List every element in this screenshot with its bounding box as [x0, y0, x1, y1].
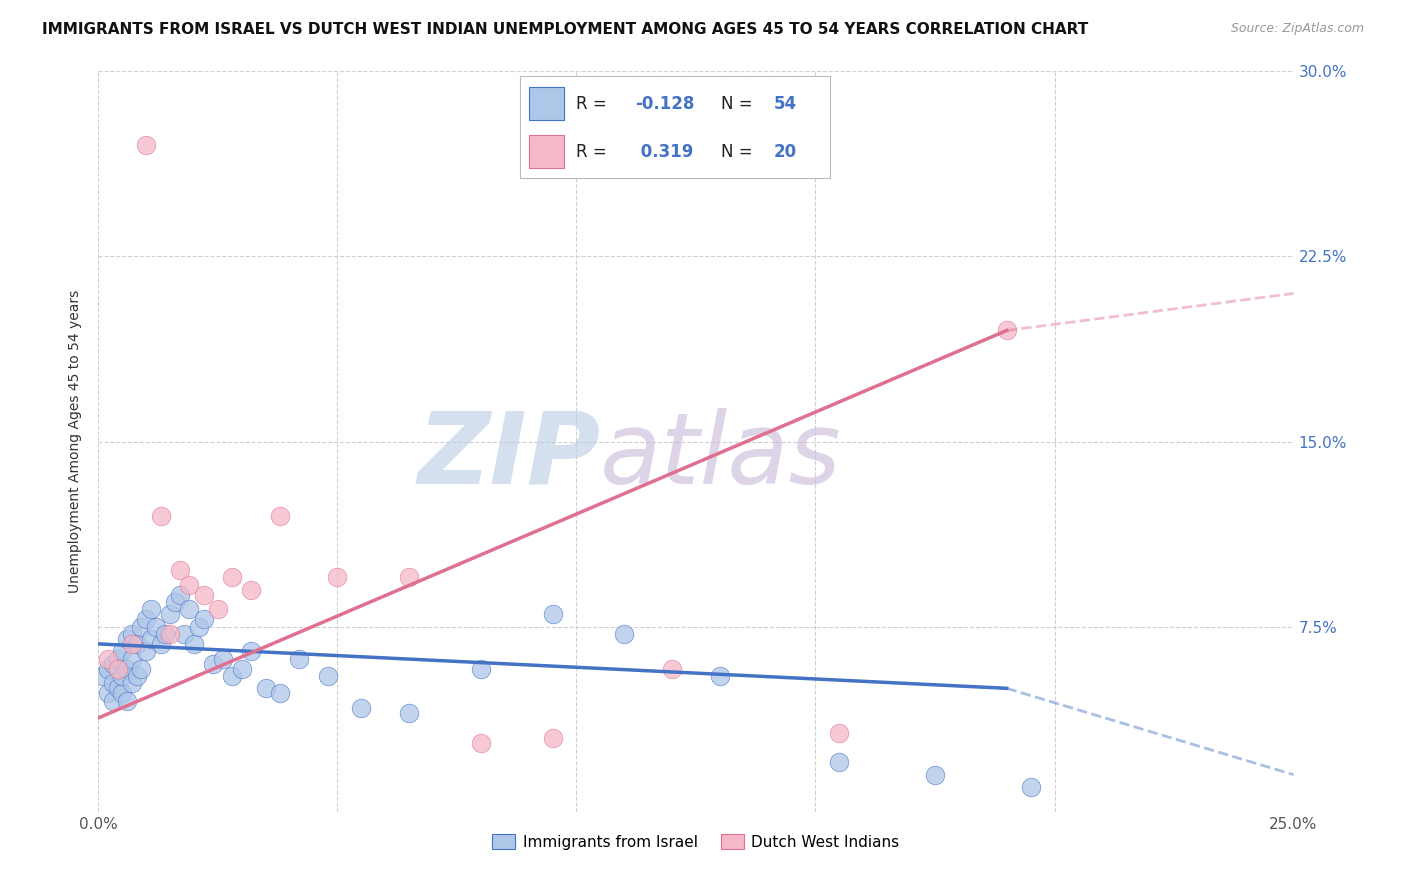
Point [149, 508, 172, 523]
Point [202, 657, 225, 671]
Point [288, 651, 311, 665]
Point [125, 637, 148, 651]
Point [193, 588, 215, 602]
Text: R =: R = [576, 95, 606, 112]
Point [159, 627, 181, 641]
Point [121, 676, 143, 690]
Point [111, 669, 134, 683]
Point [131, 662, 153, 676]
Point [97, 662, 120, 676]
Point [155, 627, 177, 641]
Point [350, 701, 373, 715]
FancyBboxPatch shape [530, 87, 564, 120]
Point [111, 644, 134, 658]
Text: Source: ZipAtlas.com: Source: ZipAtlas.com [1230, 22, 1364, 36]
Point [115, 662, 138, 676]
Point [254, 681, 277, 696]
Point [121, 637, 143, 651]
Text: -0.128: -0.128 [634, 95, 695, 112]
Point [135, 138, 157, 153]
Text: IMMIGRANTS FROM ISRAEL VS DUTCH WEST INDIAN UNEMPLOYMENT AMONG AGES 45 TO 54 YEA: IMMIGRANTS FROM ISRAEL VS DUTCH WEST IND… [42, 22, 1088, 37]
Point [101, 694, 124, 708]
Text: 0.319: 0.319 [634, 143, 693, 161]
Point [269, 508, 291, 523]
Point [211, 651, 233, 665]
Point [179, 602, 201, 616]
Point [541, 731, 564, 745]
Point [193, 612, 215, 626]
Point [316, 669, 339, 683]
Point [661, 662, 683, 676]
Point [240, 582, 263, 597]
Text: 54: 54 [773, 95, 797, 112]
Point [97, 651, 120, 665]
Point [398, 570, 420, 584]
Text: 20: 20 [773, 143, 797, 161]
Y-axis label: Unemployment Among Ages 45 to 54 years: Unemployment Among Ages 45 to 54 years [69, 290, 83, 593]
Point [111, 686, 134, 700]
Point [398, 706, 420, 720]
Point [828, 756, 851, 770]
Point [131, 619, 153, 633]
Point [221, 669, 243, 683]
Point [159, 607, 181, 622]
Point [924, 767, 946, 781]
Legend: Immigrants from Israel, Dutch West Indians: Immigrants from Israel, Dutch West India… [486, 828, 905, 856]
Point [121, 627, 143, 641]
Point [169, 588, 191, 602]
Point [145, 619, 167, 633]
Point [470, 662, 492, 676]
Point [101, 676, 124, 690]
Text: N =: N = [721, 143, 752, 161]
Point [135, 644, 157, 658]
Point [163, 595, 186, 609]
Point [828, 725, 851, 739]
Point [169, 563, 191, 577]
Point [107, 651, 129, 665]
Point [1019, 780, 1042, 794]
Point [115, 632, 138, 646]
Point [221, 570, 243, 584]
Point [995, 324, 1018, 338]
Point [179, 577, 201, 591]
Point [207, 602, 229, 616]
Point [183, 637, 205, 651]
Point [326, 570, 349, 584]
Text: atlas: atlas [600, 408, 842, 505]
Point [107, 662, 129, 676]
Point [231, 662, 253, 676]
Point [97, 686, 120, 700]
Point [91, 669, 114, 683]
Point [709, 669, 731, 683]
Point [149, 637, 172, 651]
Text: R =: R = [576, 143, 606, 161]
Point [139, 632, 162, 646]
Point [115, 694, 138, 708]
FancyBboxPatch shape [530, 136, 564, 168]
Text: N =: N = [721, 95, 752, 112]
Point [613, 627, 636, 641]
Point [541, 607, 564, 622]
Point [470, 736, 492, 750]
Point [187, 619, 209, 633]
Point [139, 602, 162, 616]
Point [101, 657, 124, 671]
Point [125, 669, 148, 683]
Point [173, 627, 195, 641]
Point [121, 651, 143, 665]
Text: ZIP: ZIP [418, 408, 600, 505]
Point [240, 644, 263, 658]
Point [269, 686, 291, 700]
Point [107, 681, 129, 696]
Point [135, 612, 157, 626]
